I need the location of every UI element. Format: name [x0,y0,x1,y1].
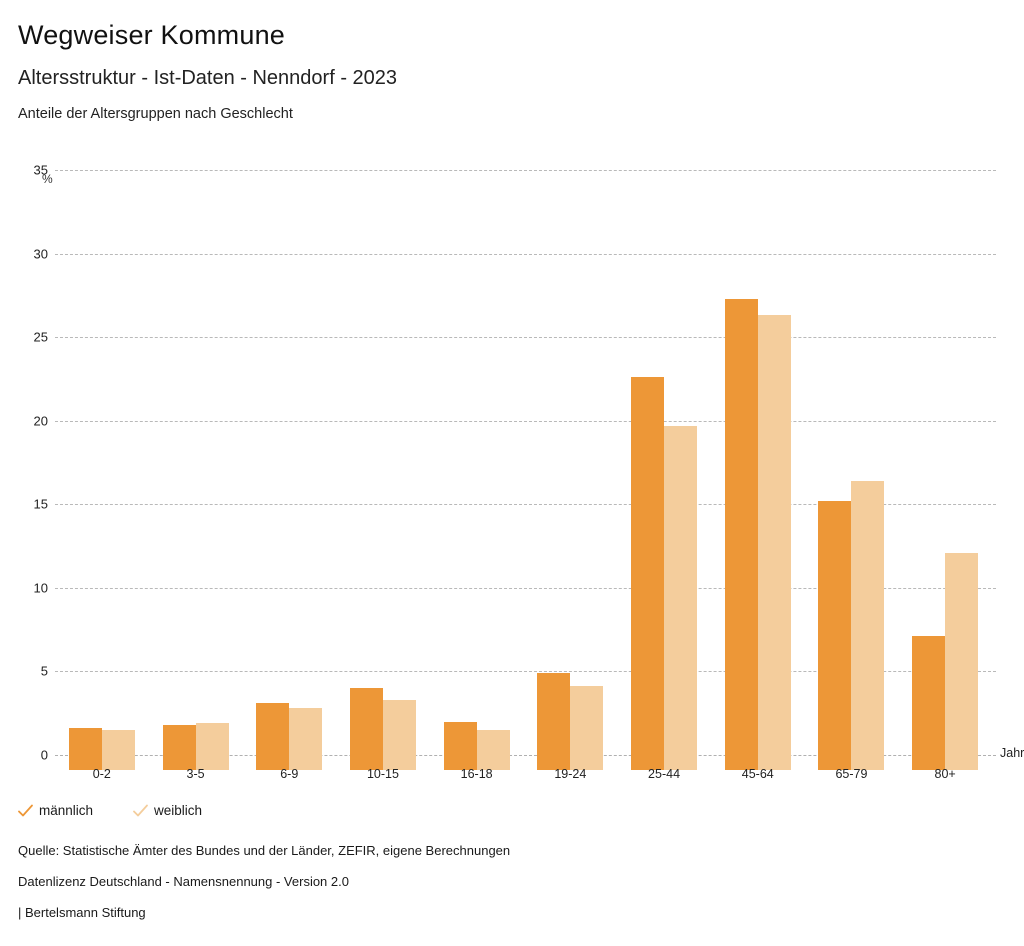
bar-group [68,728,136,770]
bar-männlich-25-44[interactable] [631,377,665,770]
y-axis-tick-label: 15 [33,496,48,512]
footer-line-1: Quelle: Statistische Ämter des Bundes un… [18,843,511,858]
gridline [55,504,996,506]
legend-item-weiblich[interactable]: weiblich [133,803,202,818]
chart-subtitle: Altersstruktur - Ist-Daten - Nenndorf - … [18,67,398,89]
chart-legend: männlich weiblich [18,803,242,818]
y-axis-tick-label: 5 [40,663,48,679]
bar-weiblich-80+[interactable] [945,552,979,770]
y-axis-tick-label: 30 [33,246,48,262]
bar-männlich-3-5[interactable] [162,724,196,770]
bar-group [162,723,230,770]
bar-group [724,298,792,770]
gridline [55,170,996,171]
x-axis-tick-label: 45-64 [741,767,774,781]
bar-männlich-80+[interactable] [912,636,946,770]
check-icon [133,804,148,818]
bar-group [911,552,979,770]
footer-line-2: Datenlizenz Deutschland - Namensnennung … [18,874,349,889]
bar-männlich-45-64[interactable] [724,298,758,770]
y-axis-tick-label: 20 [33,413,48,429]
bar-weiblich-10-15[interactable] [382,699,416,770]
x-axis-unit-label: Jahre [1000,746,1024,760]
x-axis-tick-label: 0-2 [92,767,111,781]
bar-weiblich-25-44[interactable] [664,425,698,770]
y-axis-tick-label: 0 [40,747,48,763]
legend-item-männlich[interactable]: männlich [18,803,93,818]
bar-weiblich-3-5[interactable] [195,723,229,770]
legend-label: weiblich [154,803,203,818]
bar-group [630,377,698,770]
x-axis-tick-label: 10-15 [366,767,399,781]
bar-männlich-0-2[interactable] [68,728,102,770]
gridline [55,587,996,589]
bar-group [443,721,511,770]
bar-weiblich-6-9[interactable] [289,708,323,770]
bar-weiblich-45-64[interactable] [757,315,791,770]
bar-männlich-10-15[interactable] [349,688,383,770]
gridline [55,420,996,422]
bar-group [349,688,417,770]
axis-baseline [55,755,996,756]
bar-group [536,673,604,770]
y-axis-tick-label: 25 [33,329,48,345]
bar-männlich-19-24[interactable] [537,673,571,770]
bars-layer: 0-2 3-5 6-9 10-15 16-18 19-24 25-44 45-64 65-79 8… [42,170,992,781]
bar-weiblich-19-24[interactable] [570,686,604,770]
bar-group [817,480,885,770]
x-axis-tick-label: 25-44 [648,767,681,781]
y-axis-tick-label: 10 [33,580,48,596]
page-title: Wegweiser Kommune [18,20,286,50]
x-axis-tick-label: 3-5 [186,767,205,781]
bar-group [255,703,323,770]
bar-männlich-6-9[interactable] [256,703,290,770]
bar-weiblich-65-79[interactable] [851,480,885,770]
plot-area: % 0 5 10 15 20 25 30 35 Jahre 0-2 3-5 6-9 10-15 16-1… [34,163,1024,782]
chart-description: Anteile der Altersgruppen nach Geschlech… [18,106,293,122]
gridlines-and-yticks: 0 5 10 15 20 25 30 35 Jahre [34,163,1024,770]
x-axis-tick-label: 80+ [934,767,956,781]
gridline [55,253,996,255]
chart-footer: Quelle: Statistische Ämter des Bundes un… [18,843,918,936]
gridline [55,337,996,339]
bar-weiblich-16-18[interactable] [476,729,510,770]
gridline [55,671,996,673]
y-axis-unit-label: % [42,172,53,186]
x-axis-tick-label: 6-9 [280,767,299,781]
x-axis-tick-label: 16-18 [460,767,493,781]
bar-männlich-65-79[interactable] [818,500,852,770]
x-axis-tick-label: 19-24 [554,767,587,781]
footer-line-3: | Bertelsmann Stiftung [18,905,146,920]
bar-männlich-16-18[interactable] [443,721,477,770]
legend-label: männlich [39,803,94,818]
check-icon [18,804,33,818]
bar-weiblich-0-2[interactable] [101,729,135,770]
y-axis-tick-label: 35 [33,162,48,178]
x-axis-tick-label: 65-79 [835,767,868,781]
